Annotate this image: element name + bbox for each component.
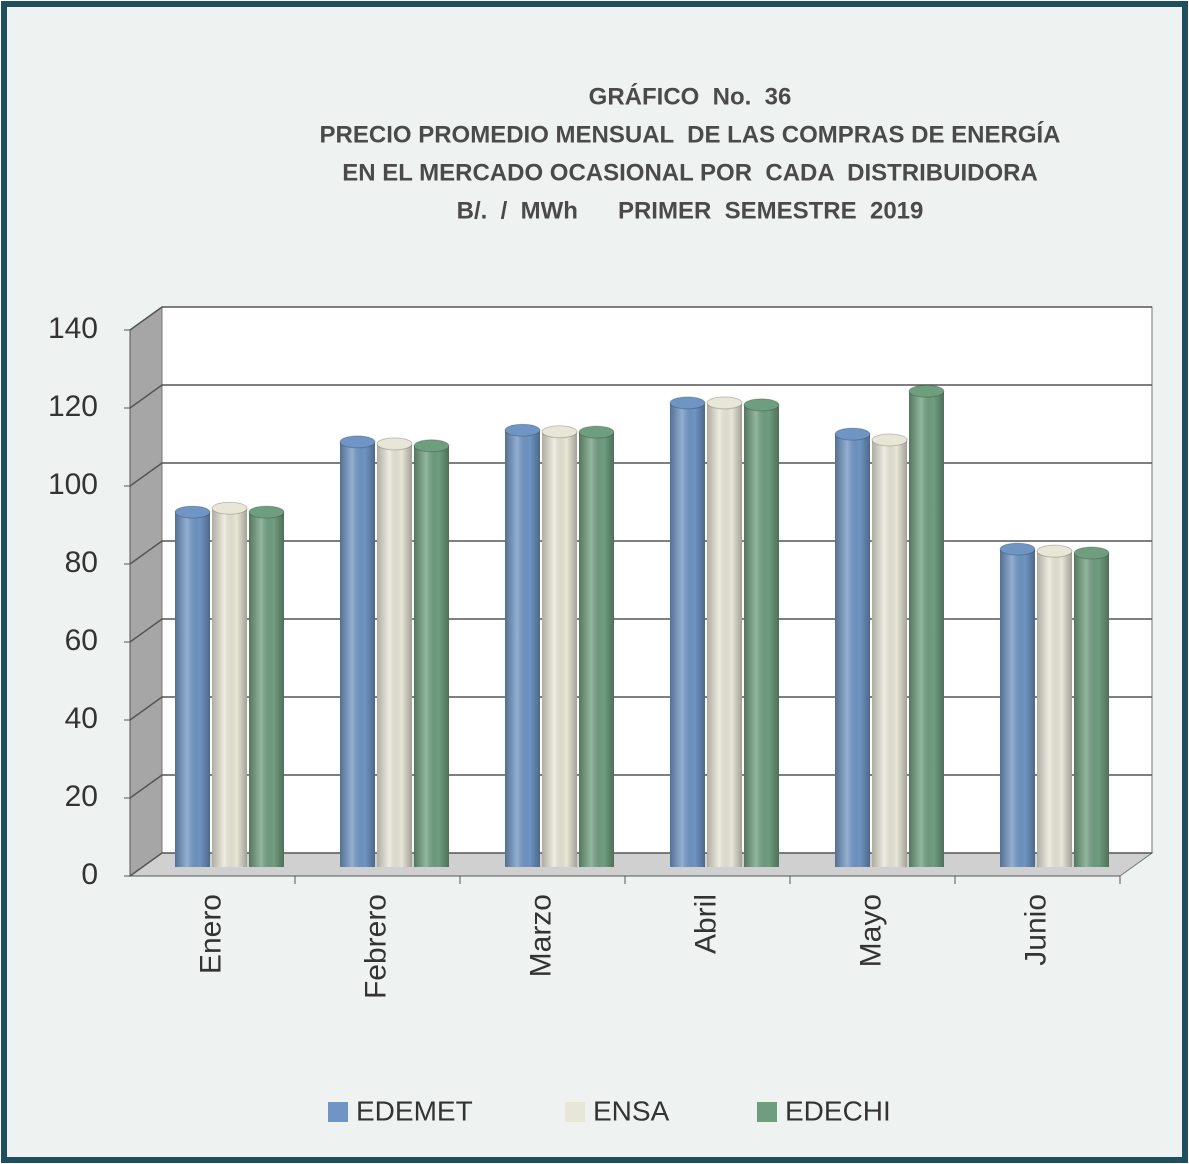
- bar-cap: [908, 384, 945, 398]
- x-tick-label: Abril: [689, 894, 722, 954]
- bar-cap: [669, 396, 706, 410]
- bar-group: [1036, 544, 1073, 867]
- grid-line: [129, 774, 1152, 799]
- bar-shade: [579, 432, 614, 867]
- y-tick-label: 40: [65, 702, 98, 735]
- bar-shade: [1000, 549, 1035, 867]
- y-tick-label: 120: [48, 390, 98, 423]
- chart-title: PRECIO PROMEDIO MENSUAL DE LAS COMPRAS D…: [320, 120, 1061, 148]
- bar-shade: [909, 391, 944, 867]
- bar-group: [999, 542, 1036, 867]
- bar-shade: [505, 430, 540, 867]
- bar-cap: [706, 396, 743, 410]
- bar-cap: [999, 542, 1036, 556]
- y-tick-label: 140: [48, 312, 98, 345]
- chart-title: GRÁFICO No. 36: [589, 82, 792, 110]
- y-tick-label: 100: [48, 468, 98, 501]
- bar-shade: [707, 402, 742, 867]
- side-wall: [129, 306, 163, 877]
- legend-swatch: [328, 1102, 348, 1122]
- bar-shade: [175, 512, 210, 867]
- bar-group: [871, 433, 908, 867]
- grid-line: [129, 618, 1152, 643]
- bar-cap: [871, 433, 908, 447]
- bar-group: [908, 384, 945, 867]
- bar-group: [706, 396, 743, 867]
- bar-shade: [835, 434, 870, 867]
- bar-group: [669, 396, 706, 867]
- bar-shade: [872, 439, 907, 867]
- bar-shade: [1074, 553, 1109, 867]
- back-wall: [161, 306, 1153, 854]
- grid-line: [129, 540, 1152, 565]
- chart-title: B/. / MWh PRIMER SEMESTRE 2019: [457, 197, 924, 224]
- bar-group: [248, 505, 285, 867]
- bar-cap: [1036, 544, 1073, 558]
- bar-group: [413, 439, 450, 867]
- bar-group: [1073, 546, 1110, 867]
- x-tick-label: Mayo: [854, 894, 887, 967]
- x-tick-label: Enero: [194, 894, 227, 974]
- bar-shade: [377, 443, 412, 867]
- bar-group: [211, 501, 248, 867]
- y-tick-label: 60: [65, 624, 98, 657]
- bar-group: [578, 425, 615, 867]
- bar-shade: [670, 402, 705, 867]
- bar-shade: [249, 512, 284, 867]
- grid-line: [129, 852, 1152, 877]
- bar-cap: [174, 505, 211, 519]
- bar-cap: [834, 427, 871, 441]
- grid-line: [129, 306, 1152, 331]
- x-tick-label: Marzo: [524, 894, 557, 977]
- bar-group: [339, 435, 376, 867]
- bar-group: [504, 423, 541, 867]
- bar-shade: [212, 508, 247, 867]
- y-tick-label: 0: [81, 858, 98, 891]
- y-tick-label: 80: [65, 546, 98, 579]
- bar-cap: [1073, 546, 1110, 560]
- bar-shade: [340, 441, 375, 867]
- bar-cap: [413, 439, 450, 453]
- y-tick-label: 20: [65, 780, 98, 813]
- bar-cap: [504, 423, 541, 437]
- legend-swatch: [757, 1102, 777, 1122]
- bar-group: [174, 505, 211, 867]
- bar-group: [376, 437, 413, 867]
- bar-cap: [578, 425, 615, 439]
- legend-label: EDEMET: [356, 1095, 473, 1126]
- chart-title: EN EL MERCADO OCASIONAL POR CADA DISTRIB…: [342, 159, 1038, 186]
- legend-label: ENSA: [593, 1095, 670, 1126]
- grid-line: [129, 384, 1152, 409]
- legend-label: EDECHI: [785, 1095, 891, 1126]
- bar-group: [541, 425, 578, 867]
- legend-swatch: [565, 1102, 585, 1122]
- bar-shade: [1037, 551, 1072, 867]
- bar-cap: [248, 505, 285, 519]
- x-tick-label: Febrero: [359, 894, 392, 999]
- bar-cap: [211, 501, 248, 515]
- grid-line: [129, 696, 1152, 721]
- bar-cap: [541, 425, 578, 439]
- bar-shade: [414, 445, 449, 867]
- x-tick-label: Junio: [1019, 894, 1052, 966]
- bar-cap: [339, 435, 376, 449]
- bar-group: [834, 427, 871, 867]
- grid-line: [129, 462, 1152, 487]
- bar-shade: [744, 404, 779, 867]
- bar-cap: [376, 437, 413, 451]
- bar-cap: [743, 398, 780, 412]
- bar-group: [743, 398, 780, 867]
- bar-shade: [542, 431, 577, 867]
